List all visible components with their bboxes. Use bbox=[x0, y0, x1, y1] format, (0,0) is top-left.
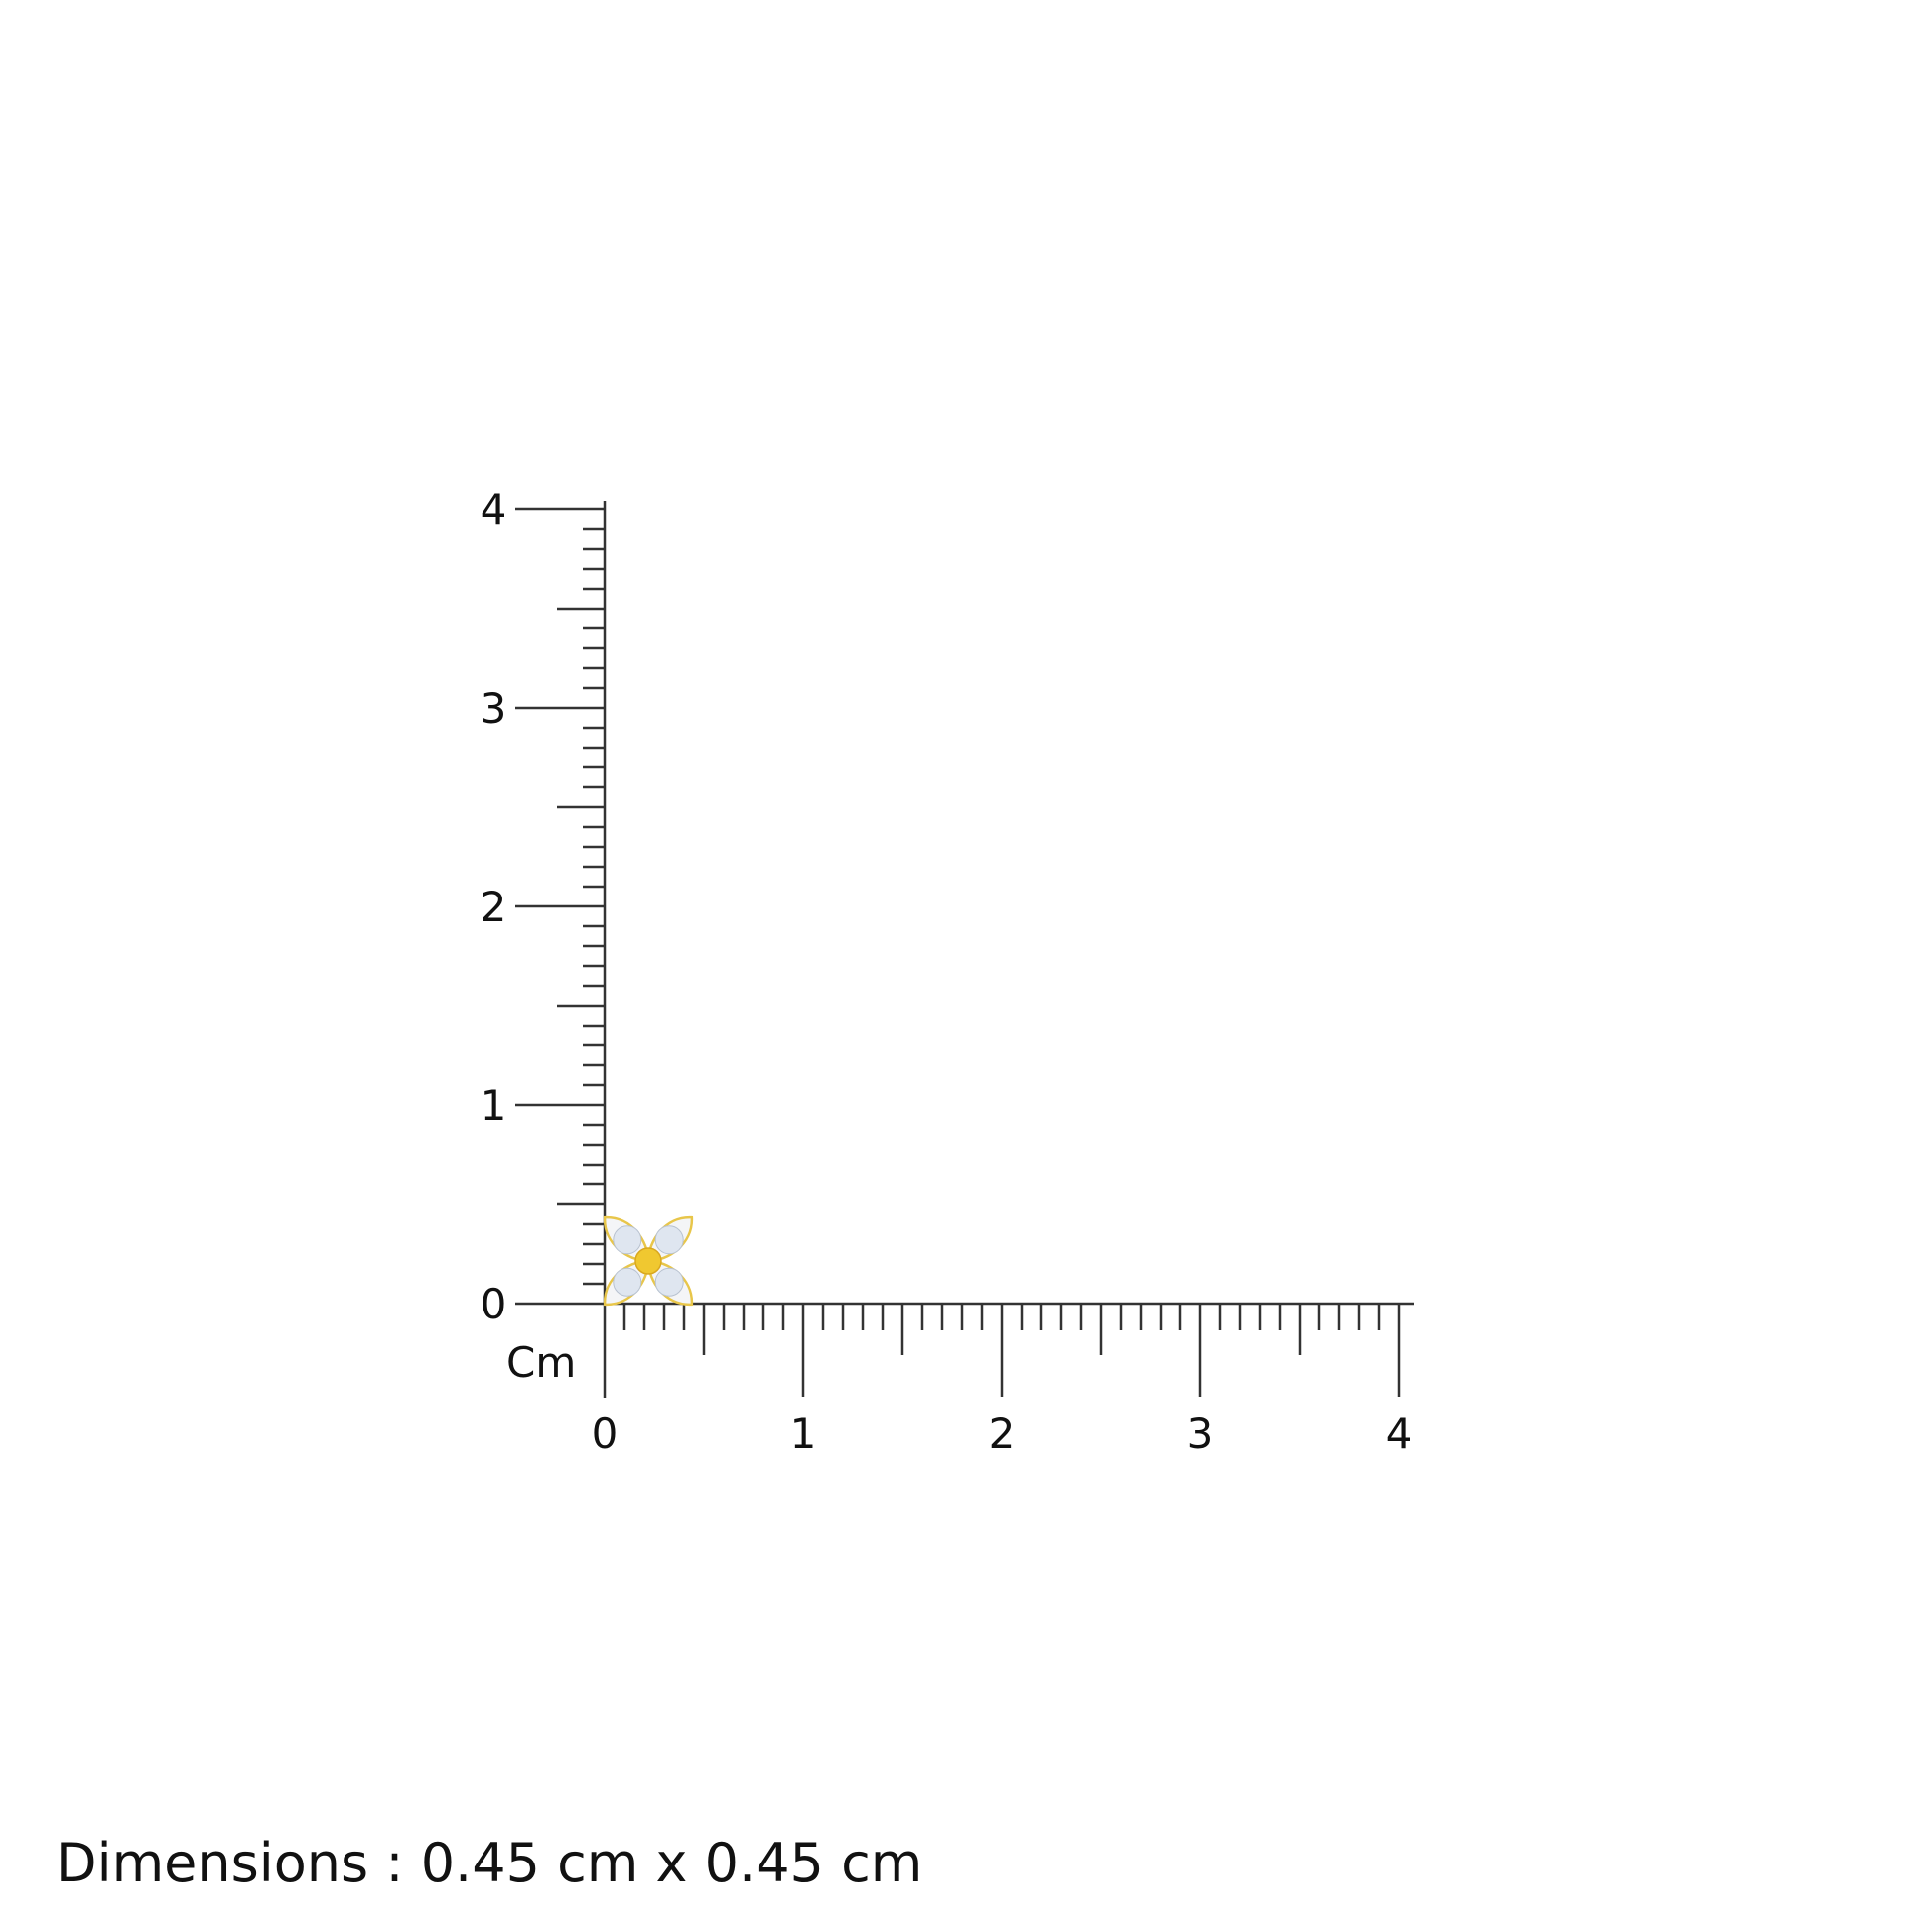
petal bbox=[646, 1215, 694, 1263]
ruler-ticks bbox=[515, 501, 1414, 1398]
flower-earring-icon bbox=[603, 1215, 694, 1307]
petal bbox=[603, 1259, 650, 1307]
diamond-stone bbox=[613, 1225, 642, 1255]
diamond-stone bbox=[613, 1267, 642, 1297]
x-tick-label: 3 bbox=[1187, 1409, 1214, 1457]
x-tick-label: 1 bbox=[790, 1409, 817, 1457]
y-tick-label: 4 bbox=[481, 485, 507, 534]
x-tick-label: 0 bbox=[592, 1409, 619, 1457]
dimensions-caption: Dimensions : 0.45 cm x 0.45 cm bbox=[56, 1832, 923, 1894]
y-tick-label: 3 bbox=[481, 684, 507, 733]
x-tick-label: 4 bbox=[1386, 1409, 1413, 1457]
petal bbox=[646, 1259, 694, 1307]
ruler-labels: 0 1 2 3 4 0 1 2 3 4 bbox=[481, 485, 1413, 1457]
diamond-stone bbox=[654, 1267, 684, 1297]
diamond-stone bbox=[654, 1225, 684, 1255]
y-tick-label: 1 bbox=[481, 1081, 507, 1130]
x-tick-label: 2 bbox=[989, 1409, 1016, 1457]
y-tick-label: 0 bbox=[481, 1280, 507, 1328]
petal bbox=[603, 1215, 650, 1263]
unit-label: Cm bbox=[506, 1338, 576, 1387]
y-tick-label: 2 bbox=[481, 883, 507, 931]
